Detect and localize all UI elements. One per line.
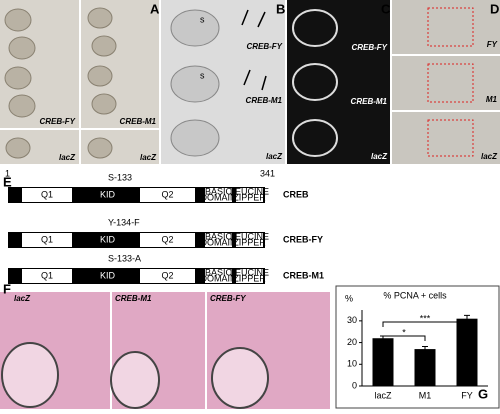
y-axis-label: % xyxy=(345,293,353,303)
caption: lacZ xyxy=(371,152,388,161)
caption: M1 xyxy=(486,95,498,104)
domain-box xyxy=(22,233,72,247)
caption: CREB-M1 xyxy=(115,294,152,303)
domain-box xyxy=(236,269,263,283)
chart-title: % PCNA + cells xyxy=(383,290,447,300)
domain-label: Q2 xyxy=(161,234,173,244)
domain-label: ZIPPER xyxy=(233,192,266,202)
caption: lacZ xyxy=(266,152,283,161)
bar xyxy=(372,338,394,386)
bar xyxy=(456,318,478,386)
panel-label: E xyxy=(3,174,12,189)
photo xyxy=(392,0,500,54)
error-bar xyxy=(464,314,470,322)
domain-label: DOMAIN xyxy=(201,273,237,283)
domain-label: Q2 xyxy=(161,189,173,199)
construct-bar xyxy=(8,232,265,248)
panel-label: D xyxy=(490,1,499,16)
panel-label: G xyxy=(478,386,488,401)
caption: CREB-FY xyxy=(210,294,246,303)
y-tick-label: 30 xyxy=(347,315,357,325)
domain-label: BASIC xyxy=(205,267,233,277)
bar xyxy=(414,349,436,386)
panel-label: A xyxy=(150,1,160,16)
domain-box xyxy=(205,233,232,247)
x-tick-label: lacZ xyxy=(374,390,392,400)
caption: CREB-M1 xyxy=(351,97,388,106)
y-tick-label: 10 xyxy=(347,359,357,369)
embryos xyxy=(170,9,220,157)
domain-box xyxy=(140,188,195,202)
construct-name: CREB xyxy=(283,189,309,199)
domain-box xyxy=(236,233,263,247)
domain-box xyxy=(22,269,72,283)
domain-box xyxy=(205,269,232,283)
domain-label: ZIPPER xyxy=(233,273,266,283)
construct-name: CREB-M1 xyxy=(283,270,324,280)
caption: lacZ xyxy=(59,153,76,162)
annotation: s xyxy=(200,14,205,24)
caption: CREB-M1 xyxy=(120,117,157,126)
residue-end: 341 xyxy=(260,168,275,178)
chart-frame xyxy=(335,285,500,409)
domain-box xyxy=(22,188,72,202)
eyes xyxy=(1,342,269,409)
photo xyxy=(287,0,390,164)
caption: CREB-FY xyxy=(246,42,282,51)
panel-label: F xyxy=(3,281,11,296)
bracket xyxy=(382,335,426,341)
embryos xyxy=(4,7,117,159)
panel-label: C xyxy=(381,1,391,16)
site-label: Y-134-F xyxy=(108,217,140,227)
caption: lacZ xyxy=(14,294,31,303)
significance: *** xyxy=(420,313,431,323)
domain-box xyxy=(205,188,232,202)
photo xyxy=(392,56,500,110)
caption: lacZ xyxy=(140,153,157,162)
caption: CREB-FY xyxy=(351,43,387,52)
panel-label: B xyxy=(276,1,285,16)
caption: lacZ xyxy=(481,152,498,161)
y-tick-label: 0 xyxy=(352,380,357,390)
domain-label: ZIPPER xyxy=(233,237,266,247)
construct-name: CREB-FY xyxy=(283,234,323,244)
site-label: S-133-A xyxy=(108,253,141,263)
significance: * xyxy=(402,327,406,337)
caption: CREB-FY xyxy=(39,117,75,126)
domain-label: BASIC xyxy=(205,231,233,241)
domain-label: KID xyxy=(100,234,116,244)
domain-label: LEUCINE xyxy=(230,267,269,277)
annotation: s xyxy=(200,70,205,80)
domain-label: LEUCINE xyxy=(230,231,269,241)
error-bar xyxy=(422,345,428,352)
construct-bar xyxy=(8,268,265,284)
photo xyxy=(392,112,500,164)
domain-label: DOMAIN xyxy=(201,192,237,202)
domain-label: Q1 xyxy=(41,270,53,280)
caption: CREB-M1 xyxy=(246,96,283,105)
domain-label: Q1 xyxy=(41,189,53,199)
domain-label: KID xyxy=(100,189,116,199)
caption: FY xyxy=(487,40,498,49)
domain-label: Q2 xyxy=(161,270,173,280)
embryos xyxy=(292,9,338,157)
x-tick-label: M1 xyxy=(419,390,432,400)
domain-label: LEUCINE xyxy=(230,186,269,196)
domain-label: Q1 xyxy=(41,234,53,244)
arrows xyxy=(241,9,267,91)
residue-start: 1 xyxy=(5,168,10,178)
boxes xyxy=(427,7,474,157)
y-tick-label: 20 xyxy=(347,337,357,347)
bracket xyxy=(382,321,468,327)
domain-box xyxy=(236,188,263,202)
construct-bar xyxy=(8,187,265,203)
domain-label: KID xyxy=(100,270,116,280)
domain-box xyxy=(140,233,195,247)
domain-box xyxy=(140,269,195,283)
x-tick-label: FY xyxy=(461,390,473,400)
domain-label: BASIC xyxy=(205,186,233,196)
site-label: S-133 xyxy=(108,172,132,182)
domain-label: DOMAIN xyxy=(201,237,237,247)
